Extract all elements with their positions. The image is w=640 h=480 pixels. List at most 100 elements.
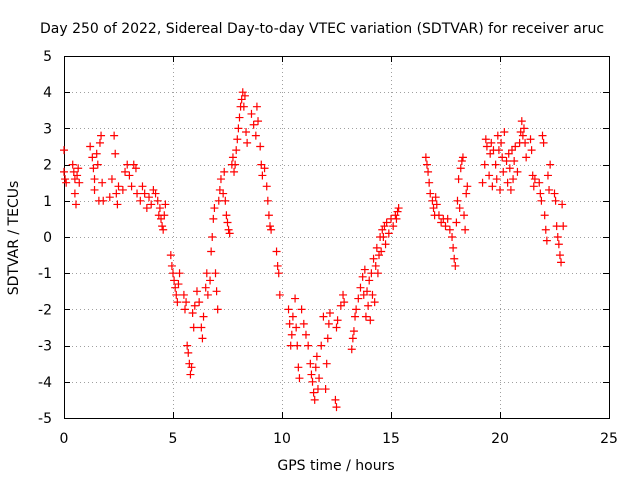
data-point (451, 261, 460, 270)
data-point (382, 218, 391, 227)
data-point (325, 309, 334, 318)
data-point (60, 167, 68, 176)
data-point (478, 178, 487, 187)
data-point (195, 298, 204, 307)
data-point (171, 283, 180, 292)
data-point (90, 175, 99, 184)
data-point (503, 178, 512, 187)
data-point (354, 294, 363, 303)
data-point (445, 225, 454, 234)
data-point (428, 196, 437, 205)
data-point (133, 189, 142, 198)
data-point (511, 142, 520, 151)
data-point (526, 135, 535, 144)
data-point (256, 142, 265, 151)
data-point (448, 233, 457, 241)
data-point (182, 298, 191, 307)
x-tick-label: 10 (273, 431, 291, 447)
data-point (206, 276, 215, 285)
data-point (272, 247, 281, 256)
data-point (257, 160, 266, 169)
data-point (499, 167, 508, 176)
data-point (351, 312, 360, 321)
data-point (502, 156, 511, 165)
data-point (339, 290, 348, 299)
data-point (284, 305, 293, 314)
data-point (210, 204, 219, 213)
data-point (234, 124, 243, 133)
data-point (497, 138, 506, 147)
data-point (127, 182, 136, 191)
y-axis-label: SDTVAR / TECUs (6, 181, 22, 296)
data-point (237, 95, 246, 104)
data-point (136, 196, 145, 205)
data-point (317, 341, 326, 350)
data-point (215, 185, 224, 194)
y-tick-label: 1 (43, 194, 52, 210)
data-point (267, 225, 276, 234)
data-point (394, 204, 403, 213)
data-point (118, 185, 127, 194)
y-tick-label: -2 (38, 302, 52, 318)
data-point (504, 149, 513, 158)
data-point (174, 280, 183, 289)
data-point (285, 319, 294, 328)
data-point (331, 395, 340, 404)
data-point (71, 200, 80, 209)
data-point (519, 124, 528, 133)
data-point (166, 251, 175, 260)
data-point (89, 164, 98, 173)
data-point (498, 153, 507, 162)
data-point (197, 323, 206, 332)
x-tick-label: 5 (169, 431, 178, 447)
data-point (187, 363, 196, 372)
data-point (235, 113, 244, 122)
data-point (352, 305, 361, 314)
data-point (538, 131, 547, 140)
data-point (432, 200, 441, 209)
data-point (160, 211, 169, 220)
data-point (392, 214, 401, 223)
data-point (275, 290, 284, 299)
data-point (424, 167, 433, 176)
data-point (60, 146, 68, 155)
data-point (429, 204, 438, 213)
x-tick-label: 0 (60, 431, 69, 447)
data-point (107, 175, 116, 184)
data-point (221, 196, 230, 205)
data-point (249, 120, 258, 129)
data-point (482, 142, 491, 151)
data-point (140, 189, 149, 198)
data-point (184, 348, 193, 357)
data-point (216, 175, 225, 184)
data-point (332, 403, 341, 412)
data-point (422, 160, 431, 169)
data-point (454, 175, 463, 184)
data-point (324, 319, 333, 328)
data-point (365, 276, 374, 285)
data-point (110, 131, 119, 140)
data-point (131, 164, 140, 173)
grid-lines (64, 56, 609, 418)
data-point (321, 385, 330, 394)
data-point (358, 272, 367, 281)
data-point (369, 254, 378, 263)
y-tick-label: 3 (43, 121, 52, 137)
chart-title: Day 250 of 2022, Sidereal Day-to-day VTE… (40, 21, 604, 37)
data-point (310, 395, 319, 404)
data-point (378, 225, 387, 234)
data-point (372, 243, 381, 252)
data-point (219, 189, 228, 198)
data-point (287, 330, 296, 339)
data-point (198, 334, 207, 343)
data-point (535, 178, 544, 187)
y-tick-label: 0 (43, 230, 52, 246)
data-point (522, 153, 531, 162)
data-point (242, 128, 251, 137)
data-point (145, 193, 154, 202)
data-point (360, 265, 369, 274)
data-point (288, 312, 297, 321)
data-point (201, 283, 210, 292)
data-point (541, 225, 550, 234)
data-point (333, 316, 342, 325)
